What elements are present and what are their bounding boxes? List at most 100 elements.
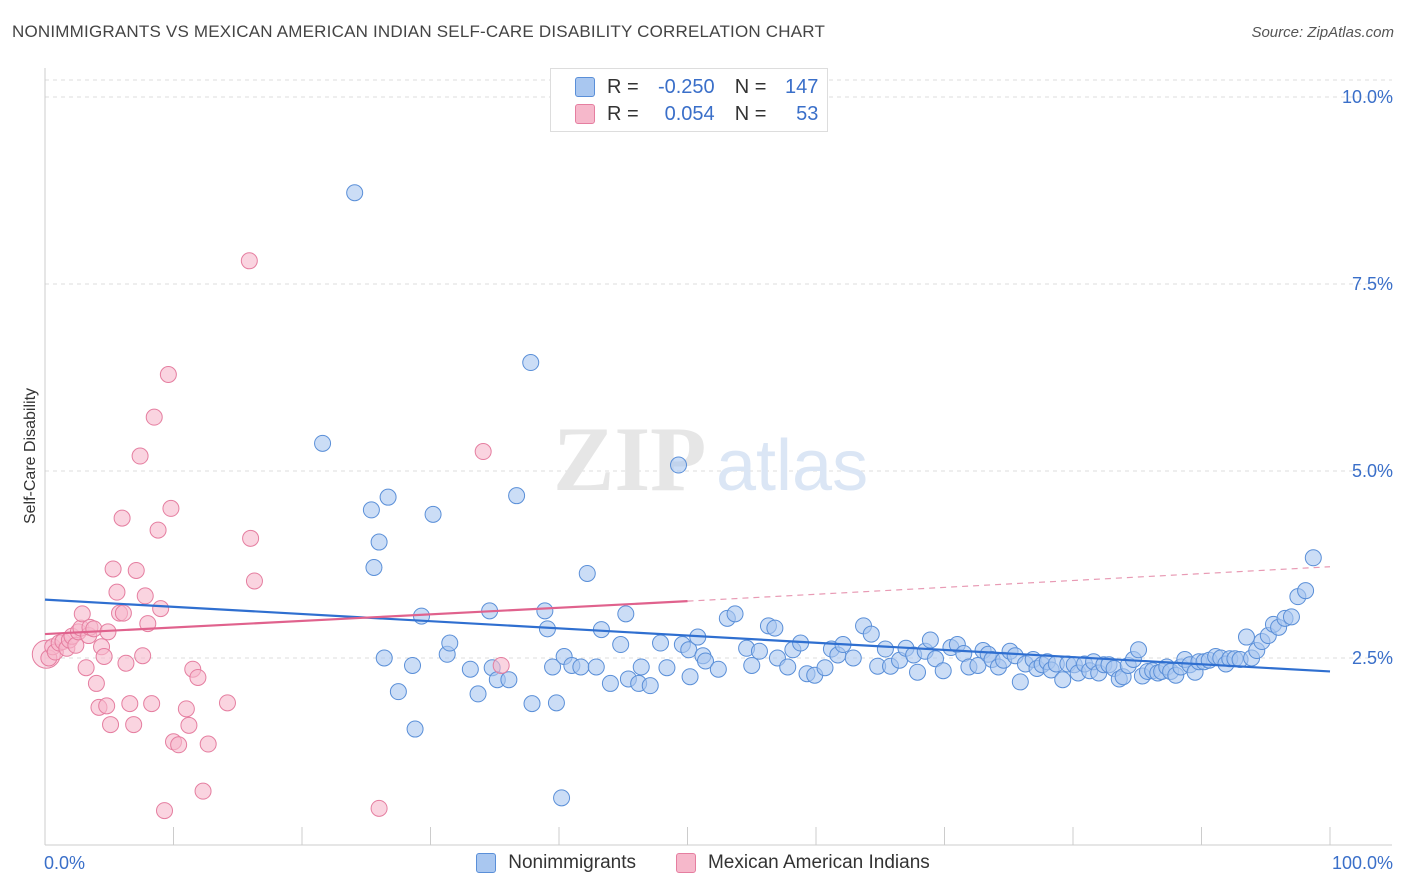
data-point-nonimmigrants — [461, 660, 479, 678]
data-point-nonimmigrants — [1237, 628, 1255, 646]
legend-swatch-blue — [476, 853, 497, 873]
data-point-mexican-american-indians — [162, 499, 180, 517]
data-point-mexican-american-indians — [73, 605, 91, 623]
data-point-nonimmigrants — [469, 685, 487, 703]
r-label: R = — [607, 75, 639, 98]
n-label: N = — [734, 75, 767, 98]
data-point-nonimmigrants — [544, 658, 562, 676]
data-point-mexican-american-indians — [127, 561, 145, 579]
data-point-mexican-american-indians — [218, 694, 236, 712]
data-point-mexican-american-indians — [143, 695, 161, 713]
series-nonimmigrants — [314, 184, 1322, 807]
data-point-nonimmigrants — [523, 695, 541, 713]
data-point-mexican-american-indians — [159, 366, 177, 384]
n-value: 147 — [785, 75, 819, 98]
data-point-nonimmigrants — [375, 649, 393, 667]
data-point-nonimmigrants — [680, 641, 698, 659]
data-point-nonimmigrants — [969, 656, 987, 674]
axes: Self-Care Disability — [22, 68, 1392, 846]
data-point-nonimmigrants — [508, 487, 526, 505]
y-tick-label: 10.0% — [1342, 87, 1393, 107]
data-point-mexican-american-indians — [108, 583, 126, 601]
data-point-mexican-american-indians — [370, 799, 388, 817]
data-point-nonimmigrants — [779, 658, 797, 676]
data-point-nonimmigrants — [346, 184, 364, 202]
chart-title: NONIMMIGRANTS VS MEXICAN AMERICAN INDIAN… — [12, 22, 826, 41]
data-point-nonimmigrants — [617, 605, 635, 623]
data-point-nonimmigrants — [766, 619, 784, 637]
watermark: ZIP atlas — [553, 408, 868, 510]
data-point-nonimmigrants — [1304, 549, 1322, 567]
r-label: R = — [607, 102, 639, 125]
data-point-nonimmigrants — [1297, 582, 1315, 600]
data-point-nonimmigrants — [1054, 671, 1072, 689]
trend-line-mexican-american-indians — [44, 600, 688, 636]
data-point-nonimmigrants — [1130, 641, 1148, 659]
data-point-mexican-american-indians — [152, 600, 170, 618]
data-point-nonimmigrants — [587, 658, 605, 676]
data-point-nonimmigrants — [424, 505, 442, 523]
data-point-mexican-american-indians — [194, 782, 212, 800]
data-point-mexican-american-indians — [240, 252, 258, 270]
data-point-nonimmigrants — [441, 634, 459, 652]
data-point-nonimmigrants — [1011, 673, 1029, 691]
data-point-mexican-american-indians — [113, 509, 131, 527]
series-mexican-american-indians — [31, 252, 510, 820]
data-point-mexican-american-indians — [474, 443, 492, 461]
trend-line-nonimmigrants — [44, 598, 1331, 673]
legend-swatch-pink — [675, 853, 696, 873]
r-value: -0.250 — [657, 75, 715, 98]
data-point-nonimmigrants — [536, 602, 554, 620]
data-point-nonimmigrants — [876, 640, 894, 658]
data-point-nonimmigrants — [726, 605, 744, 623]
data-point-mexican-american-indians — [177, 700, 195, 718]
legend-item-mexican-american-indians: Mexican American Indians — [675, 852, 930, 874]
data-point-mexican-american-indians — [102, 716, 120, 734]
data-point-nonimmigrants — [652, 634, 670, 652]
bottom-legend: Nonimmigrants Mexican American Indians — [0, 852, 1406, 874]
data-point-mexican-american-indians — [77, 659, 95, 677]
data-point-nonimmigrants — [844, 649, 862, 667]
n-value: 53 — [796, 102, 819, 125]
legend-label: Nonimmigrants — [508, 852, 636, 873]
data-point-nonimmigrants — [572, 658, 590, 676]
data-point-mexican-american-indians — [85, 620, 103, 638]
y-tick-label: 2.5% — [1352, 648, 1393, 668]
data-point-mexican-american-indians — [242, 529, 260, 547]
data-point-nonimmigrants — [921, 631, 939, 649]
data-point-nonimmigrants — [909, 663, 927, 681]
data-point-nonimmigrants — [681, 668, 699, 686]
y-tick-label: 7.5% — [1352, 274, 1393, 294]
legend-row-nonimmigrants: R = -0.250 N = 147 — [575, 75, 818, 99]
data-point-nonimmigrants — [1282, 608, 1300, 626]
r-value: 0.054 — [664, 102, 715, 125]
data-point-mexican-american-indians — [95, 648, 113, 666]
y-axis-label: Self-Care Disability — [22, 388, 39, 524]
data-point-nonimmigrants — [743, 656, 761, 674]
data-point-nonimmigrants — [578, 564, 596, 582]
data-point-mexican-american-indians — [492, 656, 510, 674]
legend-label: Mexican American Indians — [707, 852, 930, 873]
tick-labels: 2.5% 5.0% 7.5% 10.0% 0.0% 100.0% — [44, 87, 1393, 873]
watermark-atlas: atlas — [716, 426, 868, 506]
legend-row-mexican-american-indians: R = 0.054 N = 53 — [575, 102, 818, 126]
data-point-nonimmigrants — [750, 642, 768, 660]
trend-lines — [44, 566, 1331, 673]
legend-item-nonimmigrants: Nonimmigrants — [476, 852, 636, 874]
trend-line-extension — [687, 566, 1331, 602]
data-point-nonimmigrants — [934, 662, 952, 680]
x-tick-label: 100.0% — [1332, 853, 1393, 873]
data-point-mexican-american-indians — [145, 408, 163, 426]
data-point-nonimmigrants — [658, 659, 676, 677]
x-tick-label: 0.0% — [44, 853, 85, 873]
data-point-nonimmigrants — [553, 789, 571, 807]
data-point-nonimmigrants — [601, 674, 619, 692]
legend-swatch-blue — [575, 77, 595, 97]
data-point-nonimmigrants — [862, 625, 880, 643]
data-point-nonimmigrants — [696, 652, 714, 670]
data-point-mexican-american-indians — [180, 716, 198, 734]
data-point-nonimmigrants — [500, 671, 518, 689]
data-point-mexican-american-indians — [136, 587, 154, 605]
data-point-mexican-american-indians — [170, 736, 188, 754]
